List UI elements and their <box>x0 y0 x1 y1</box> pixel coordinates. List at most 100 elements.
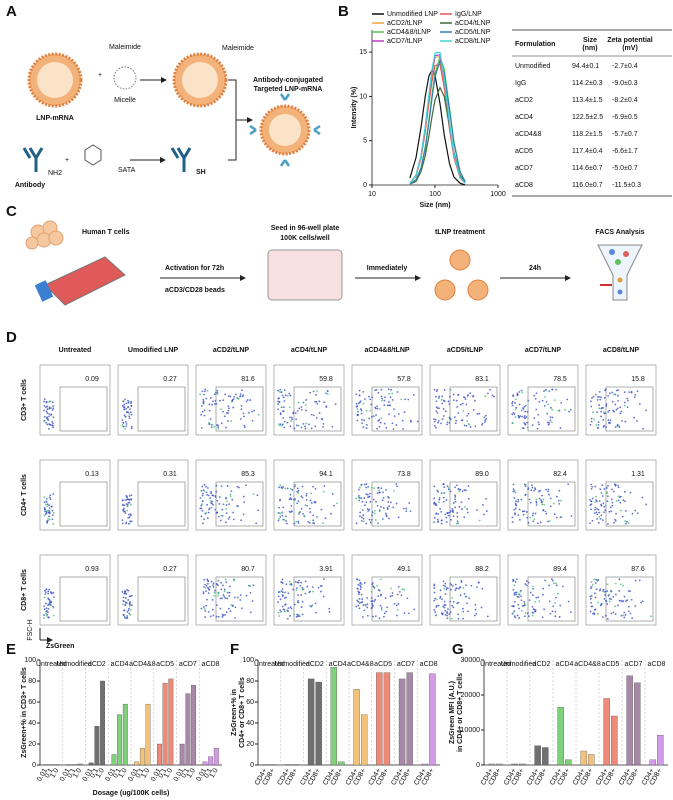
event-dot <box>473 614 476 617</box>
label: tLNP treatment <box>435 229 486 236</box>
event-dot <box>617 486 620 489</box>
event-dot <box>293 603 296 606</box>
event-dot <box>130 494 133 497</box>
bar <box>66 764 71 766</box>
event-dot <box>51 401 54 404</box>
event-dot <box>555 596 557 599</box>
event-dot <box>527 521 530 524</box>
panel-label: F <box>230 641 239 658</box>
sata-icon <box>84 144 102 166</box>
event-dot <box>549 505 552 508</box>
event-dot <box>315 400 318 403</box>
y-axis-title: ZsGreen+% in <box>231 689 238 736</box>
event-dot <box>239 393 242 395</box>
event-dot <box>314 602 317 605</box>
y-axis-title: in CD4+ or CD8+ T cells <box>457 673 464 752</box>
event-dot <box>315 394 317 396</box>
event-dot <box>310 605 313 608</box>
gate <box>293 576 342 622</box>
event-dot <box>447 514 450 517</box>
event-dot <box>410 420 412 423</box>
event-dot <box>445 521 448 523</box>
event-dot <box>595 588 598 591</box>
event-dot <box>386 404 389 407</box>
event-dot <box>295 520 298 523</box>
event-dot <box>448 613 451 615</box>
y-tick-label: 20000 <box>461 692 481 699</box>
event-dot <box>387 388 390 391</box>
event-dot <box>220 485 223 488</box>
event-dot <box>441 612 444 615</box>
event-dot <box>524 493 527 496</box>
event-dot <box>312 514 315 517</box>
panel-label: D <box>6 329 17 346</box>
event-dot <box>629 491 632 494</box>
event-dot <box>382 507 385 509</box>
event-dot <box>461 402 464 405</box>
event-dot <box>51 509 54 512</box>
y-tick-label: 5 <box>363 138 367 145</box>
event-dot <box>462 617 465 620</box>
event-dot <box>45 602 47 605</box>
bar <box>111 754 117 766</box>
event-dot <box>636 390 639 393</box>
event-dot <box>370 607 373 610</box>
event-dot <box>608 392 611 395</box>
event-dot <box>560 401 563 404</box>
event-dot <box>309 511 312 513</box>
event-dot <box>366 508 369 510</box>
gate-value: 87.6 <box>631 566 645 573</box>
bar <box>71 764 77 766</box>
event-dot <box>316 516 318 518</box>
event-dot <box>308 604 311 607</box>
event-dot <box>605 405 608 407</box>
event-dot <box>548 520 551 523</box>
event-dot <box>225 497 228 499</box>
event-dot <box>472 395 474 398</box>
event-dot <box>296 410 299 412</box>
event-dot <box>513 610 516 613</box>
event-dot <box>549 612 552 615</box>
event-dot <box>536 427 539 430</box>
event-dot <box>474 603 477 606</box>
bar <box>88 762 94 766</box>
event-dot <box>361 422 364 425</box>
micelle-icon <box>113 66 137 90</box>
event-dot <box>458 587 460 590</box>
event-dot <box>313 414 315 417</box>
event-dot <box>459 488 462 491</box>
event-dot <box>363 609 366 612</box>
event-dot <box>380 487 383 490</box>
event-dot <box>360 593 363 596</box>
label: Seed in 96-well plate <box>271 225 340 232</box>
event-dot <box>531 484 533 487</box>
event-dot <box>623 404 626 407</box>
event-dot <box>357 604 360 607</box>
event-dot <box>634 509 637 512</box>
event-dot <box>46 520 49 523</box>
event-dot <box>618 590 621 592</box>
bar <box>269 764 277 766</box>
event-dot <box>606 495 609 498</box>
event-dot <box>607 395 610 397</box>
event-dot <box>121 519 124 522</box>
event-dot <box>391 392 394 395</box>
event-dot <box>405 507 408 510</box>
event-dot <box>125 425 128 428</box>
event-dot <box>293 613 295 616</box>
event-dot <box>365 409 368 412</box>
event-dot <box>552 579 554 582</box>
event-dot <box>225 412 228 414</box>
event-dot <box>45 588 48 591</box>
column-header: aCD7/tLNP <box>525 347 562 354</box>
event-dot <box>199 393 201 396</box>
gate <box>215 576 264 622</box>
event-dot <box>457 613 459 616</box>
gate-value: 15.8 <box>631 376 645 383</box>
table-header: (mV) <box>622 45 638 52</box>
event-dot <box>597 612 599 615</box>
flow-plot <box>195 364 267 436</box>
event-dot <box>467 497 470 500</box>
event-dot <box>513 489 516 492</box>
event-dot <box>318 400 321 403</box>
